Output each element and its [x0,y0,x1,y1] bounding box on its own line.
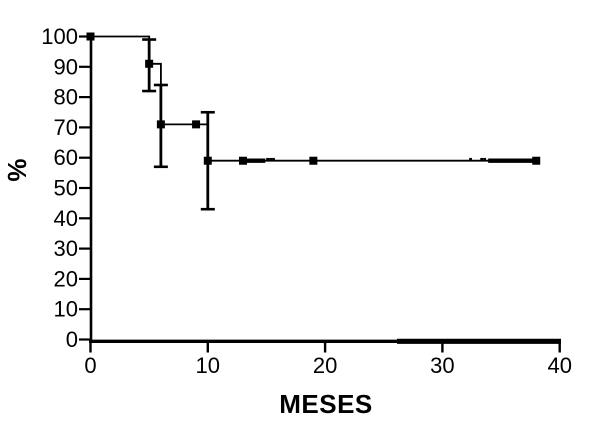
survival-step-line [90,35,537,162]
data-point-marker [86,32,95,41]
data-point-marker [145,59,154,68]
x-axis-title: MESES [279,389,373,419]
y-tick-label: 90 [54,54,78,79]
censor-dot [469,157,472,161]
y-tick-label: 30 [54,236,78,261]
y-tick-label: 50 [54,176,78,201]
data-point-marker [238,156,247,165]
y-tick-label: 60 [54,145,78,170]
y-tick-label: 80 [54,85,78,110]
y-tick-label: 70 [54,115,78,140]
data-point-marker [156,120,165,129]
x-tick-label: 10 [196,353,220,378]
y-tick-label: 0 [66,327,78,352]
censor-dot [483,157,487,161]
censor-dot [269,157,272,161]
y-tick-label: 40 [54,206,78,231]
data-point-marker [192,120,201,129]
x-tick-label: 20 [313,353,337,378]
censor-dot [266,157,270,161]
data-point-marker [203,156,212,165]
y-tick-label: 20 [54,266,78,291]
data-point-marker [309,156,318,165]
y-axis-title: % [1,158,32,182]
x-tick-label: 40 [547,353,571,378]
data-point-marker [532,156,541,165]
x-tick-label: 0 [84,353,96,378]
y-tick-label: 10 [54,297,78,322]
y-tick-label: 100 [41,24,78,49]
x-tick-label: 30 [430,353,454,378]
censor-dot [272,157,275,161]
censor-dot [480,157,484,161]
